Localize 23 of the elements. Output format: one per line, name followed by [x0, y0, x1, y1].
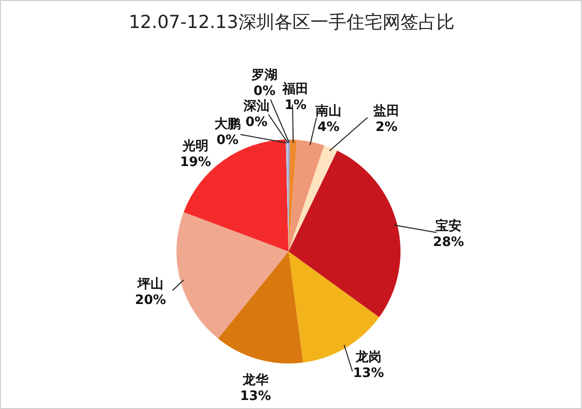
slice-label: 大鹏: [214, 117, 240, 132]
slice-label: 光明: [182, 139, 208, 154]
data-label: 0%: [253, 84, 276, 99]
data-label: 2%: [375, 120, 398, 135]
chart-title: 12.07-12.13深圳各区一手住宅网签占比: [128, 12, 454, 33]
slice-label: 盐田: [372, 103, 400, 119]
data-label: 28%: [432, 235, 464, 250]
slice-label: 福田: [282, 81, 308, 97]
slice-label: 南山: [314, 104, 342, 119]
data-label: 13%: [240, 389, 272, 404]
slice-label: 罗湖: [250, 68, 278, 83]
data-label: 19%: [180, 155, 212, 170]
data-label: 13%: [352, 366, 384, 381]
slice-label: 深汕: [242, 99, 270, 114]
data-label: 20%: [134, 293, 166, 308]
slice-label: 宝安: [436, 218, 462, 234]
data-label: 1%: [284, 98, 307, 113]
data-label: 0%: [216, 133, 239, 148]
data-label: 0%: [245, 115, 268, 130]
slice-label: 坪山: [136, 277, 164, 292]
data-label: 4%: [317, 120, 340, 135]
slice-label: 龙岗: [354, 350, 382, 365]
slice-label: 龙华: [242, 373, 270, 388]
